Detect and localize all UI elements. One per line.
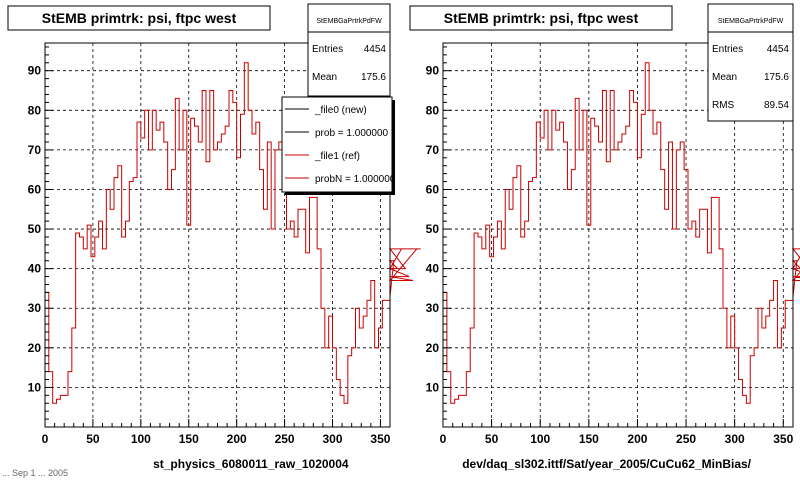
chart-title: StEMB primtrk: psi, ftpc west: [42, 10, 237, 26]
chart-panel-2: 0 50 100 150 200 250 300 350 10 20 30 40 50 60 70 80 90 d…: [409, 3, 800, 471]
x-tick-label-150: 150: [579, 432, 599, 446]
y-tick-label-40: 40: [28, 262, 42, 276]
x-tick-label-250: 250: [275, 432, 295, 446]
stats-entries-label: Entries: [312, 44, 343, 55]
y-tick-label-80: 80: [426, 103, 440, 117]
stats-box: [707, 3, 794, 122]
y-tick-label-80: 80: [28, 103, 42, 117]
y-tick-label-70: 70: [426, 143, 440, 157]
stats-box-title: StEMBGaPrtrkPdFW: [718, 18, 784, 25]
stats-entries-label: Entries: [712, 44, 743, 55]
x-tick-label-350: 350: [370, 432, 390, 446]
histogram-series-1: [443, 62, 800, 404]
y-tick-label-90: 90: [28, 64, 42, 78]
stats-mean-value: 175.6: [361, 72, 386, 83]
y-tick-label-70: 70: [28, 143, 42, 157]
x-tick-label-50: 50: [86, 432, 100, 446]
y-tick-label-50: 50: [426, 222, 440, 236]
x-tick-label-300: 300: [322, 432, 342, 446]
x-tick-label-200: 200: [627, 432, 647, 446]
y-tick-label-10: 10: [426, 380, 440, 394]
y-tick-label-20: 20: [28, 341, 42, 355]
y-tick-label-50: 50: [28, 222, 42, 236]
stats-mean-label: Mean: [312, 72, 337, 83]
y-tick-label-60: 60: [28, 182, 42, 196]
y-tick-label-90: 90: [426, 64, 440, 78]
legend-box: [281, 96, 393, 193]
chart-title-box: [409, 5, 673, 31]
chart-title: StEMB primtrk: psi, ftpc west: [444, 10, 639, 26]
x-tick-label-0: 0: [440, 432, 447, 446]
chart-panel-1: 0 50 100 150 200 250 300 350 10 20 30 40 50 60 70 80 90 s…: [7, 3, 421, 471]
x-tick-label-250: 250: [676, 432, 696, 446]
stats-mean-label: Mean: [712, 72, 737, 83]
x-tick-label-350: 350: [773, 432, 793, 446]
y-tick-label-30: 30: [426, 301, 440, 315]
legend-label-1: _file0 (new): [314, 105, 367, 116]
y-tick-label-20: 20: [426, 341, 440, 355]
x-axis-label: st_physics_6080011_raw_1020004: [153, 457, 349, 471]
x-tick-label-200: 200: [227, 432, 247, 446]
stats-rms-label: RMS: [712, 100, 735, 111]
footer-text: ... Sep 1 ... 2005: [2, 468, 69, 478]
y-tick-label-60: 60: [426, 182, 440, 196]
stats-rms-value: 89.54: [764, 100, 789, 111]
x-tick-label-150: 150: [179, 432, 199, 446]
y-tick-label-30: 30: [28, 301, 42, 315]
stats-mean-value: 175.6: [764, 72, 789, 83]
x-tick-label-0: 0: [42, 432, 49, 446]
legend: _file0 (new) prob = 1.000000 _file1 (ref) p…: [281, 96, 396, 195]
x-tick-label-300: 300: [725, 432, 745, 446]
x-axis-label: dev/daq_sl302.ittf/Sat/year_2005/CuCu62_…: [462, 457, 751, 471]
stats-entries-value: 4454: [364, 44, 387, 55]
legend-label-4: probN = 1.000000: [315, 174, 396, 185]
histogram-series-1: [45, 62, 421, 404]
chart-title-box: [7, 5, 271, 31]
y-tick-label-10: 10: [28, 380, 42, 394]
y-tick-label-40: 40: [426, 262, 440, 276]
x-tick-label-50: 50: [485, 432, 499, 446]
x-tick-label-100: 100: [131, 432, 151, 446]
legend-label-3: _file1 (ref): [314, 151, 360, 162]
stats-box-title: StEMBGaPrtrkPdFW: [316, 18, 382, 25]
legend-label-2: prob = 1.000000: [315, 128, 389, 139]
stats-box: [307, 3, 391, 97]
stats-entries-value: 4454: [767, 44, 790, 55]
x-tick-label-100: 100: [530, 432, 550, 446]
